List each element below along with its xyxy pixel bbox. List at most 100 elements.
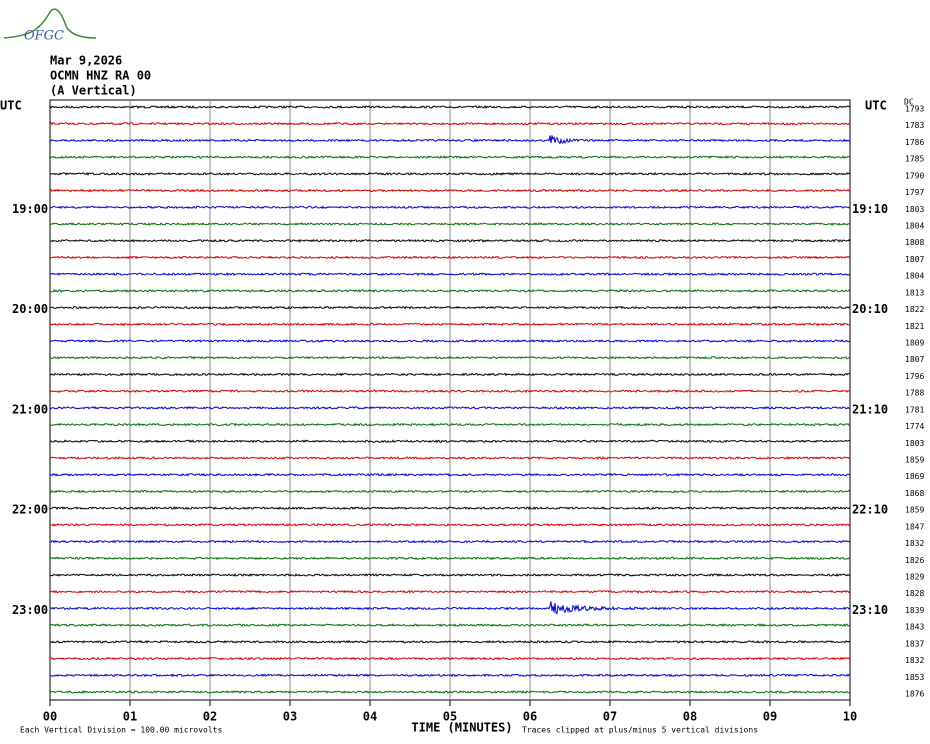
x-label: TIME (MINUTES) xyxy=(411,721,512,735)
trace xyxy=(49,222,851,226)
trace xyxy=(49,389,851,394)
dc-value: 1808 xyxy=(905,238,924,247)
dc-value: 1813 xyxy=(905,288,924,297)
trace xyxy=(49,105,851,109)
dc-value: 1803 xyxy=(905,205,924,214)
trace xyxy=(49,355,851,360)
dc-value: 1790 xyxy=(905,171,924,180)
dc-value: 1809 xyxy=(905,339,924,348)
trace xyxy=(49,673,851,678)
trace xyxy=(49,573,851,577)
trace xyxy=(50,539,850,544)
dc-value: 1869 xyxy=(905,472,924,481)
trace xyxy=(50,556,851,561)
trace xyxy=(49,238,851,243)
time-label: 22:10 xyxy=(852,503,888,517)
trace xyxy=(49,322,851,327)
dc-value: 1807 xyxy=(905,255,924,264)
dc-value: 1807 xyxy=(905,355,924,364)
trace xyxy=(49,155,851,160)
dc-value: 1797 xyxy=(905,188,924,197)
x-tick-label: 10 xyxy=(843,710,857,724)
trace xyxy=(49,455,851,460)
dc-value: 1804 xyxy=(905,222,924,231)
time-label: 20:10 xyxy=(852,302,888,316)
trace xyxy=(49,472,851,477)
time-label: 19:10 xyxy=(852,202,888,216)
dc-value: 1786 xyxy=(905,138,924,147)
hour-label: 19:00 xyxy=(12,202,48,216)
dc-value: 1796 xyxy=(905,372,924,381)
dc-value: 1847 xyxy=(905,522,924,531)
trace xyxy=(49,188,851,193)
dc-value: 1839 xyxy=(905,606,924,615)
x-tick-label: 04 xyxy=(363,710,377,724)
x-tick-label: 00 xyxy=(43,710,57,724)
dc-value: 1821 xyxy=(905,322,924,331)
trace xyxy=(49,601,851,615)
footer-scale: Each Vertical Division = 100.00 microvol… xyxy=(20,726,222,735)
dc-value: 1829 xyxy=(905,573,924,582)
time-label: 21:10 xyxy=(852,402,888,416)
x-tick-label: 07 xyxy=(603,710,617,724)
hour-label: 23:00 xyxy=(12,603,48,617)
trace xyxy=(49,171,851,176)
dc-header: DC xyxy=(904,98,914,107)
trace xyxy=(49,372,851,377)
trace xyxy=(49,523,851,527)
logo-curve xyxy=(3,8,97,39)
trace xyxy=(49,489,851,494)
dc-value: 1774 xyxy=(905,422,924,431)
trace xyxy=(49,305,851,310)
hour-label: 21:00 xyxy=(12,402,48,416)
trace xyxy=(49,422,851,427)
trace xyxy=(49,405,851,410)
dc-value: 1843 xyxy=(905,623,924,632)
trace xyxy=(49,255,851,260)
dc-value: 1853 xyxy=(905,673,924,682)
x-tick-label: 08 xyxy=(683,710,697,724)
dc-value: 1783 xyxy=(905,121,924,130)
dc-value: 1832 xyxy=(905,656,924,665)
trace xyxy=(49,439,851,444)
dc-value: 1828 xyxy=(905,589,924,598)
station: OCMN HNZ RA 00 xyxy=(50,69,151,83)
logo: OFGC xyxy=(24,29,64,44)
hour-label: 22:00 xyxy=(12,503,48,517)
trace xyxy=(49,656,851,661)
trace xyxy=(49,205,851,210)
x-tick-label: 06 xyxy=(523,710,537,724)
dc-value: 1876 xyxy=(905,690,924,699)
hour-label: 20:00 xyxy=(12,302,48,316)
date: Mar 9,2026 xyxy=(50,54,122,68)
trace xyxy=(49,135,851,145)
dc-value: 1781 xyxy=(905,405,924,414)
trace xyxy=(49,589,851,594)
dc-value: 1785 xyxy=(905,155,924,164)
dc-value: 1788 xyxy=(905,389,924,398)
trace xyxy=(49,339,851,343)
dc-value: 1803 xyxy=(905,439,924,448)
trace xyxy=(49,690,851,694)
left-utc: UTC xyxy=(0,99,22,113)
dc-value: 1859 xyxy=(905,506,924,515)
component: (A Vertical) xyxy=(50,84,137,98)
dc-value: 1832 xyxy=(905,539,924,548)
trace xyxy=(49,121,850,126)
dc-value: 1793 xyxy=(905,105,924,114)
dc-value: 1868 xyxy=(905,489,924,498)
time-label: 23:10 xyxy=(852,603,888,617)
trace xyxy=(49,272,851,277)
x-tick-label: 05 xyxy=(443,710,457,724)
x-tick-label: 03 xyxy=(283,710,297,724)
footer-clip: Traces clipped at plus/minus 5 vertical … xyxy=(522,726,758,735)
trace xyxy=(50,506,851,511)
x-tick-label: 02 xyxy=(203,710,217,724)
right-utc: UTC xyxy=(865,99,887,113)
trace xyxy=(49,623,851,628)
dc-value: 1822 xyxy=(905,305,924,314)
dc-value: 1826 xyxy=(905,556,924,565)
dc-value: 1804 xyxy=(905,272,924,281)
x-tick-label: 01 xyxy=(123,710,137,724)
